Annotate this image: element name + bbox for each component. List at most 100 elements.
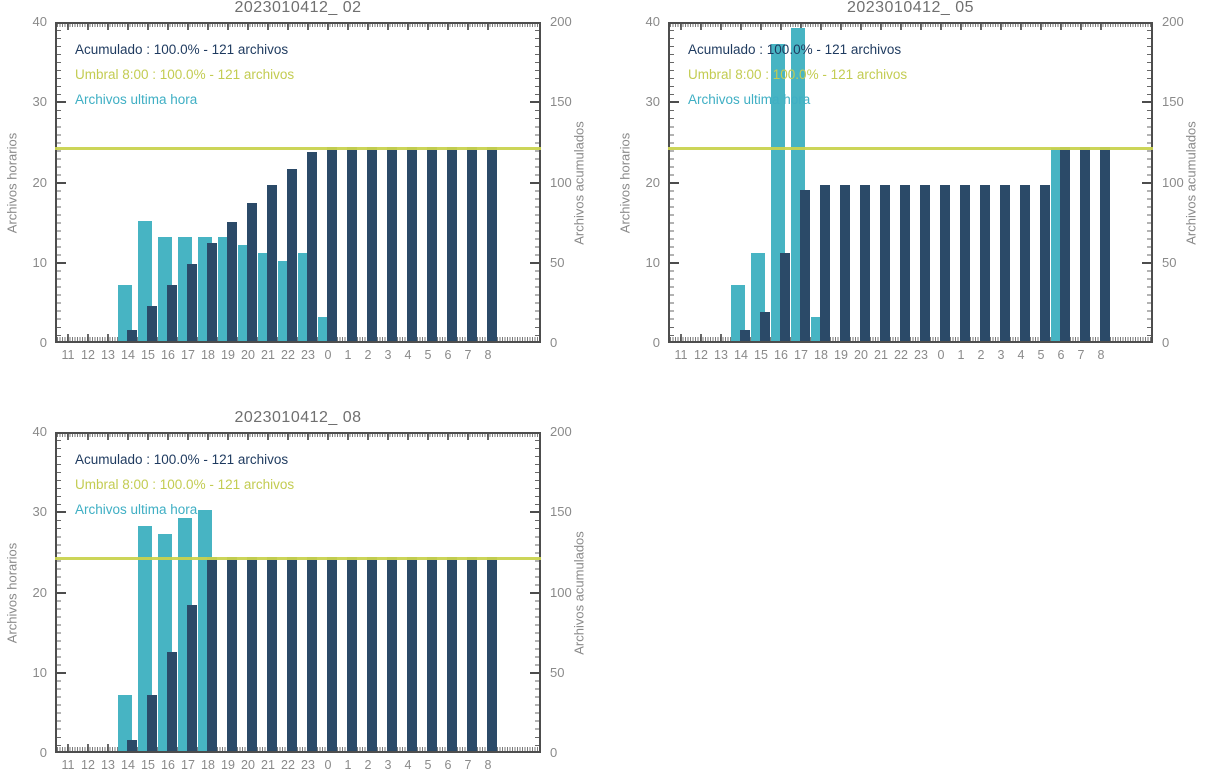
x-tick-label: 15 [141,758,155,772]
top-axis-spine [668,22,1153,24]
accumulated-bar [387,556,397,751]
accumulated-bar [880,185,890,341]
accumulated-bar [147,305,157,341]
x-tick-label: 21 [261,758,275,772]
y-major-tick [57,261,66,264]
right-axis-spine [539,22,541,343]
x-tick-label: 0 [937,348,945,362]
accumulated-bar [487,556,497,751]
accumulated-bar [207,243,217,341]
x-hour-tick [800,23,802,30]
x-tick-label: 22 [281,348,295,362]
x-tick-label: 19 [834,348,848,362]
x-tick-label: 23 [301,348,315,362]
bottom-axis-spine [55,341,541,343]
y-major-tick [57,432,66,434]
x-hour-tick [487,23,489,30]
accumulated-bar [407,146,417,341]
legend-threshold-label: Umbral 8:00 : 100.0% - 121 archivos [75,477,295,492]
y2-tick-label: 100 [550,174,572,190]
x-tick-label: 15 [754,348,768,362]
accumulated-bar [920,185,930,341]
x-tick-label: 4 [404,758,412,772]
accumulated-bar [227,556,237,751]
plot-area [55,432,541,753]
x-tick-label: 22 [281,758,295,772]
y2-tick-label: 100 [1162,174,1184,190]
x-tick-label: 5 [424,758,432,772]
accumulated-bar [447,146,457,341]
x-tick-label: 16 [161,348,175,362]
accumulated-bar [327,146,337,341]
accumulated-bar [1000,185,1010,341]
right-axis-spine [1151,22,1153,343]
accumulated-bar [900,185,910,341]
x-hour-tick [347,433,349,440]
accumulated-bar [247,556,257,751]
x-hour-tick [447,23,449,30]
x-hour-tick [67,23,69,30]
x-tick-label: 20 [241,348,255,362]
y2-tick-label: 0 [550,745,558,760]
bottom-axis-spine [55,751,541,753]
hourly-bar [118,694,132,751]
y-major-tick [57,591,66,594]
accumulated-bar [860,185,870,341]
accumulated-bar [347,146,357,341]
x-tick-label: 4 [404,348,412,362]
y2-major-tick [530,101,539,104]
x-hour-tick [980,23,982,30]
accumulated-bar [1060,146,1070,341]
y2-major-tick [530,671,539,674]
x-hour-tick [247,23,249,30]
y2-tick-label: 0 [550,335,558,350]
x-hour-tick [1020,23,1022,30]
y-tick-label: 40 [645,14,660,29]
x-tick-label: 7 [464,758,472,772]
threshold-line [55,147,541,150]
x-tick-label: 8 [1097,348,1105,362]
x-tick-label: 7 [1077,348,1085,362]
y-major-tick [57,671,66,674]
x-hour-tick [347,23,349,30]
accumulated-bar [960,185,970,341]
x-tick-label: 2 [364,758,372,772]
y-tick-label: 10 [32,664,47,680]
accumulated-bar [467,556,477,751]
y-tick-label: 10 [645,254,660,270]
x-hour-tick [307,23,309,30]
x-hour-tick [487,433,489,440]
x-tick-label: 1 [957,348,965,362]
x-hour-tick [267,433,269,440]
x-tick-label: 6 [1057,348,1065,362]
x-hour-tick [740,23,742,30]
accumulated-bar [760,312,770,341]
x-tick-label: 20 [854,348,868,362]
accumulated-bar [167,651,177,751]
x-tick-label: 15 [141,348,155,362]
accumulated-bar [127,739,137,751]
x-hour-tick [1060,23,1062,30]
legend-accumulated-label: Acumulado : 100.0% - 121 archivos [688,42,902,57]
y2-major-tick [1142,341,1151,343]
y-axis-label-right: Archivos acumulados [571,530,587,655]
accumulated-bar [307,556,317,751]
tick-comb [57,23,539,27]
plot-area [668,22,1153,343]
x-tick-label: 23 [914,348,928,362]
x-hour-tick [167,433,169,440]
tick-comb [670,337,1151,341]
x-tick-label: 21 [261,348,275,362]
x-hour-tick [407,433,409,440]
x-tick-label: 20 [241,758,255,772]
legend-accumulated-label: Acumulado : 100.0% - 121 archivos [75,42,289,57]
plot-area [55,22,541,343]
y-major-tick [57,341,66,343]
accumulated-bar [407,556,417,751]
tick-comb [57,433,539,437]
y-major-tick [670,181,679,184]
legend-threshold-label: Umbral 8:00 : 100.0% - 121 archivos [75,67,295,82]
x-tick-label: 0 [324,348,332,362]
chart-title: 2023010412_ 05 [846,0,975,16]
x-tick-label: 2 [364,348,372,362]
